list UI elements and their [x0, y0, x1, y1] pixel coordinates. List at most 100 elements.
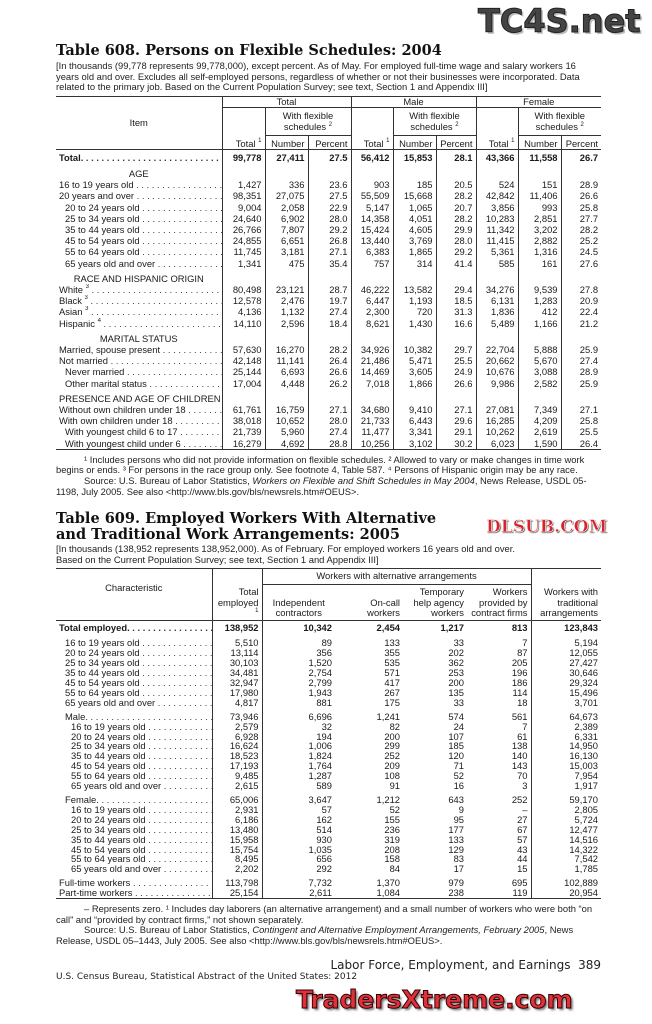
value-cell: 25.5 — [436, 355, 477, 367]
value-cell: 27.1 — [436, 404, 477, 416]
row-label: Other marital status — [56, 377, 223, 389]
value-cell: 28.8 — [308, 437, 352, 450]
spacer-cell — [56, 791, 213, 796]
table-608-footnote: ¹ Includes persons who did not provide i… — [56, 453, 585, 476]
value-cell: 3,181 — [265, 246, 309, 258]
footnote-marker: 1 — [258, 138, 262, 145]
value-cell: 12,578 — [222, 295, 266, 307]
row-label-text: Full-time workers — [59, 878, 131, 889]
value-cell: 113,798 — [212, 878, 263, 889]
row-label: 35 to 44 years old — [56, 224, 223, 236]
empty-cell — [222, 388, 266, 405]
row-label-text: 25 to 34 years old — [71, 741, 146, 752]
value-cell: 16,270 — [265, 344, 309, 356]
spacer-cell — [56, 707, 213, 712]
value-cell: 6,902 — [265, 212, 309, 224]
row-label: Female. — [56, 795, 213, 805]
value-cell: 10,676 — [476, 366, 519, 378]
spacer-row — [56, 791, 601, 796]
row-label: 35 to 44 years old — [56, 834, 213, 845]
row-label-text: 16 to 19 years old — [59, 179, 134, 191]
value-cell: 11,745 — [222, 246, 266, 258]
row-label: 20 years and over — [56, 190, 223, 202]
empty-cell — [561, 164, 601, 179]
row-label-text: 20 to 24 years old — [65, 648, 140, 659]
row-label: Black 3 — [56, 295, 223, 307]
row-label: Married, spouse present — [56, 344, 223, 356]
empty-cell — [212, 791, 263, 796]
empty-cell — [476, 328, 519, 345]
value-cell: 107 — [448, 730, 464, 742]
value-cell: 138,952 — [212, 620, 263, 635]
value-cell: 208 — [384, 843, 400, 855]
value-cell: 41.4 — [436, 257, 477, 269]
value-cell: 1,943 — [308, 686, 332, 698]
value-cell: 26.2 — [308, 377, 352, 389]
value-cell: 2,611 — [309, 887, 332, 899]
header-alternative: Workers with alternative arrangements — [262, 568, 532, 585]
value-cell: 28.9 — [579, 366, 599, 378]
table-row: Total employed. 138,952 10,342 2,454 1,21781… — [56, 620, 601, 635]
value-cell: 17 — [453, 863, 464, 875]
value-cell: 186 — [467, 678, 532, 688]
page-content: Table 608. Persons on Flexible Schedules… — [56, 0, 608, 1015]
section-heading-row: RACE AND HISPANIC ORIGIN — [56, 268, 601, 285]
value-cell: 57 — [321, 803, 332, 815]
row-label: With own children under 18 — [56, 415, 223, 427]
header-percent: Percent — [565, 138, 599, 150]
row-label: 65 years old and over — [56, 864, 213, 875]
value-cell: 6,447 — [351, 295, 394, 307]
value-cell: 29.2 — [308, 224, 352, 236]
row-label-text: 35 to 44 years old — [65, 668, 140, 679]
value-cell: 20,954 — [569, 887, 598, 899]
value-cell: 12,477 — [569, 823, 598, 835]
row-label: Total employed. — [56, 620, 213, 635]
value-cell: 15,424 — [351, 224, 394, 236]
value-cell: 82 — [389, 720, 400, 732]
row-label-text: Never married — [65, 366, 125, 378]
empty-cell — [351, 388, 394, 405]
row-label-text: 65 years old and over — [71, 781, 162, 792]
row-label-text: 65 years old and over — [65, 697, 156, 708]
value-cell: 1,035 — [308, 843, 332, 855]
section-heading: RACE AND HISPANIC ORIGIN — [56, 268, 223, 285]
value-cell: 32 — [321, 720, 332, 732]
value-cell: 16 — [453, 780, 464, 792]
footnote-marker: 1 — [511, 138, 515, 145]
value-cell: 20.9 — [579, 295, 599, 307]
value-cell: 209 — [384, 760, 400, 772]
value-cell: 26.6 — [308, 366, 352, 378]
value-cell: 59,170 — [569, 794, 598, 806]
value-cell: 99,778 — [222, 149, 266, 164]
empty-cell — [308, 328, 352, 345]
value-cell: 24 — [453, 720, 464, 732]
value-cell: 32,947 — [212, 678, 263, 688]
empty-cell — [265, 328, 309, 345]
value-cell: 15,668 — [393, 190, 437, 202]
row-label-text: Not married — [59, 355, 108, 367]
value-cell: 22.9 — [308, 201, 352, 213]
value-cell: 4,817 — [212, 697, 263, 708]
value-cell: 28.2 — [308, 344, 352, 356]
row-label: 65 years old and over — [56, 781, 213, 792]
row-label-text: 55 to 64 years old — [65, 246, 140, 258]
value-cell: 28.2 — [436, 212, 477, 224]
value-cell: 1,865 — [393, 246, 437, 258]
value-cell: 26.6 — [436, 377, 477, 389]
value-cell: 129 — [448, 843, 464, 855]
header-total-label: Total — [235, 138, 256, 150]
value-cell: 1,217 — [440, 621, 464, 633]
value-cell: 27,411 — [265, 149, 309, 164]
value-cell: 656 — [316, 853, 332, 865]
value-cell: 2,300 — [351, 306, 394, 318]
value-cell: 34,481 — [212, 668, 263, 679]
value-cell: 1,166 — [518, 317, 562, 329]
header-total-employed: Total employed 1 — [212, 584, 263, 621]
value-cell: 29.7 — [436, 344, 477, 356]
